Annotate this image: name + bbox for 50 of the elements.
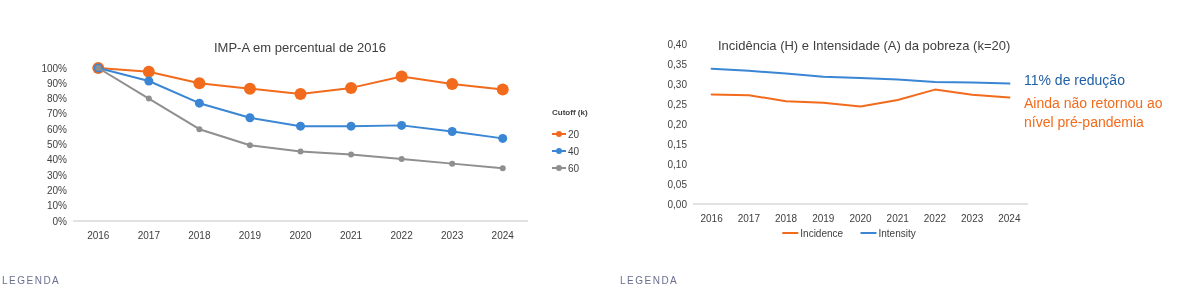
x-tick-label: 2016 [700,213,724,224]
y-tick-label: 0,00 [667,198,688,210]
y-tick-label: 0,35 [667,58,688,70]
y-tick-label: 40% [46,154,68,166]
y-tick-label: 100% [41,62,68,74]
x-tick-label: 2024 [998,213,1021,224]
text: LEGENDA [620,275,679,286]
chart-title: Incidência (H) e Intensidade (A) da pobreza (k=20) [718,38,1011,53]
x-tick-label: 2022 [923,213,947,224]
y-tick-label: 70% [46,108,68,120]
y-tick-label: 0% [52,215,68,227]
y-tick-label: 80% [46,93,68,105]
y-tick-label: 0,05 [667,178,688,190]
y-tick-label: 90% [46,77,68,89]
legend-label: 40 [568,145,580,157]
x-tick-label: 2018 [188,230,211,241]
y-tick-label: 30% [46,169,68,181]
legend-title: Cutoff (k) [552,108,588,117]
x-tick-label: 2021 [339,230,363,241]
y-tick-label: 0,40 [667,38,688,50]
x-tick-label: 2016 [87,230,110,241]
y-tick-label: 10% [46,200,68,212]
x-tick-label: 2021 [886,213,910,224]
y-tick-label: 60% [46,123,68,135]
annotation: Ainda não retornou ao nível pré-pandemia [1024,95,1163,130]
y-tick-label: 0,30 [667,78,688,90]
y-tick-label: 0,25 [667,98,688,110]
x-tick-label: 2023 [961,213,984,224]
text: LEGENDA [2,275,61,286]
y-tick-label: 0,20 [667,118,688,130]
x-tick-label: 2017 [137,230,161,241]
x-tick-label: 2019 [812,213,835,224]
x-tick-label: 2024 [491,230,515,241]
legend-label: Intensity [878,227,916,239]
chart-title: IMP-A em percentual de 2016 [214,40,386,55]
x-tick-label: 2019 [238,230,262,241]
y-tick-label: 0,10 [667,158,688,170]
legend-label: 60 [568,162,580,174]
x-tick-label: 2018 [774,213,798,224]
y-tick-label: 0,15 [667,138,688,150]
x-tick-label: 2020 [289,230,313,241]
y-tick-label: 50% [46,139,68,150]
x-tick-label: 2022 [390,230,414,241]
legend-label: Incidence [800,227,844,239]
x-tick-label: 2020 [849,213,873,224]
x-tick-label: 2023 [441,230,464,241]
y-tick-label: 20% [46,184,68,196]
x-tick-label: 2017 [737,213,761,224]
annotation: 11% de redução [1024,72,1126,88]
legend-label: 20 [568,128,580,140]
